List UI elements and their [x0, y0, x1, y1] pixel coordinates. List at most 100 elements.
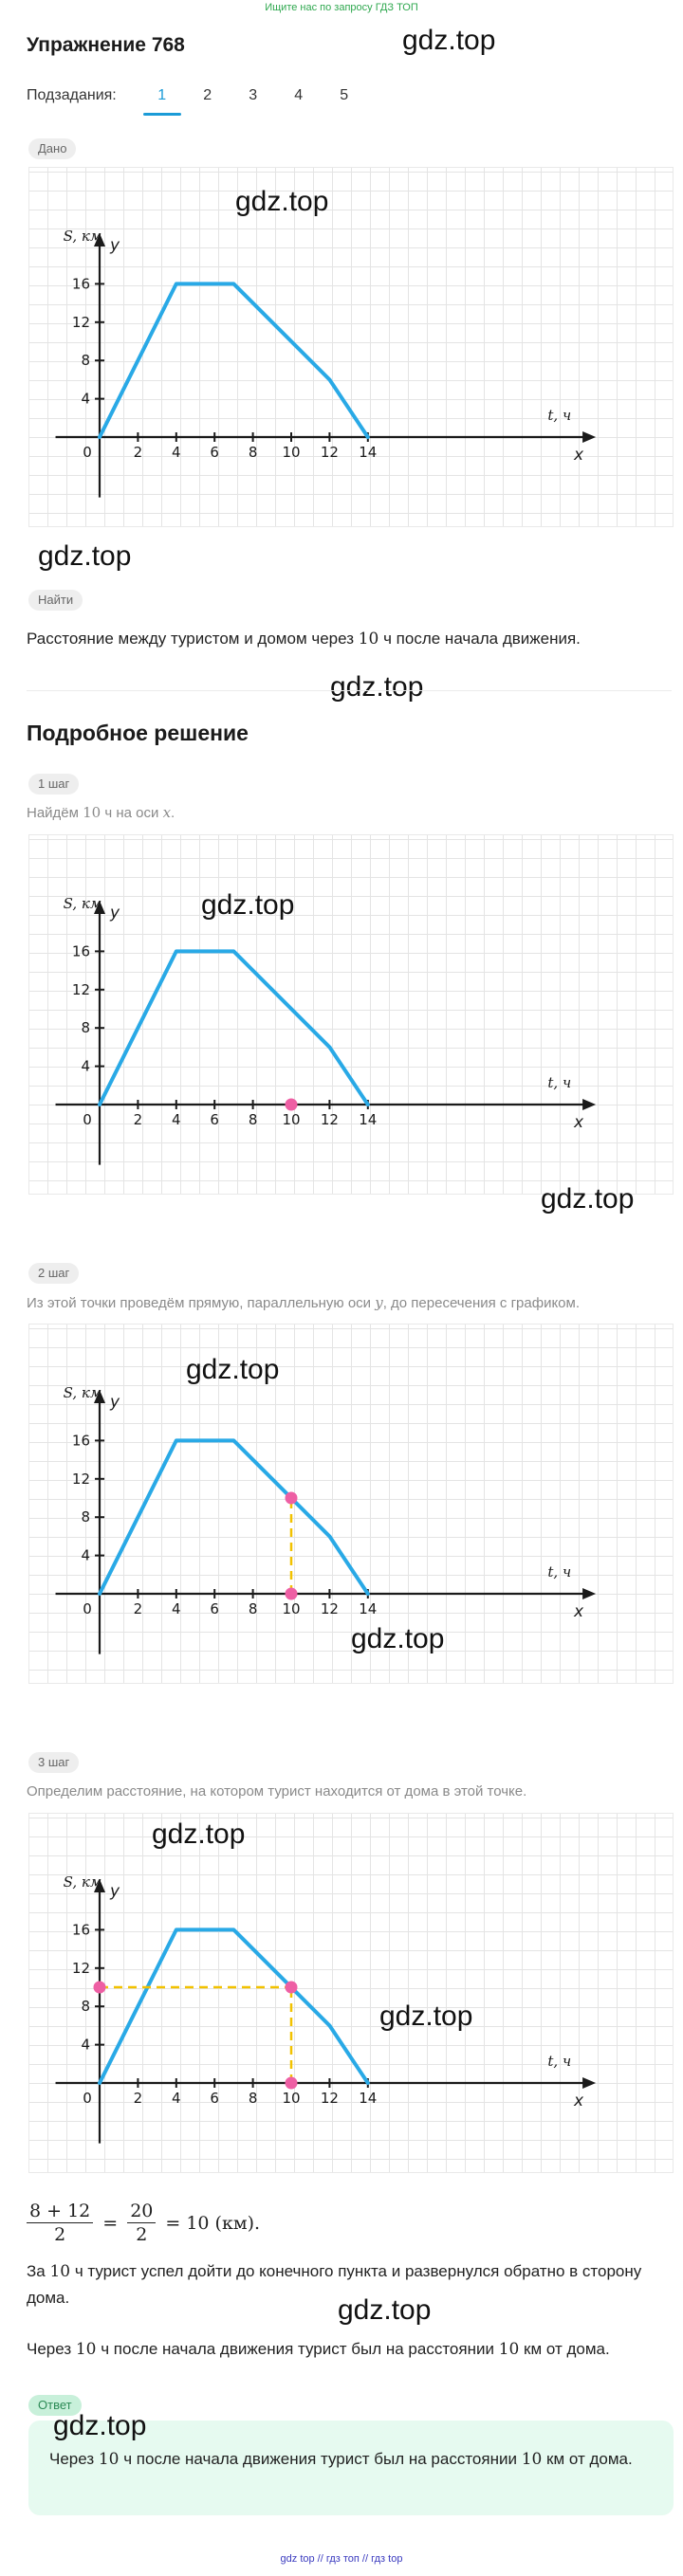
- y-axis-arrow: [94, 900, 105, 914]
- y-tick-label: 8: [81, 1508, 90, 1526]
- graph-step2: 0 2 4 6 8 10 12 14 4 8 12 16 x y t, ч S, км: [28, 1324, 674, 1684]
- x-axis-arrow: [582, 431, 597, 443]
- watermark: gdz.top: [338, 2294, 432, 2326]
- y-tick-label: 16: [72, 275, 90, 292]
- fraction-left: 8 + 12 2: [27, 2200, 94, 2246]
- y-unit-label: S, км: [64, 228, 102, 245]
- y-axis-arrow: [94, 232, 105, 247]
- x-tick-label: 12: [321, 444, 339, 461]
- answer-chip: Ответ: [28, 2395, 82, 2416]
- y-tick-label: 12: [72, 1471, 90, 1488]
- x-tick-label: 6: [210, 2090, 219, 2107]
- explain-text-2: Через 10 ч после начала движения турист …: [27, 2340, 610, 2359]
- fraction-denominator: 2: [136, 2224, 148, 2245]
- subtask-tab-1[interactable]: 1: [139, 83, 185, 116]
- y-axis-name: y: [109, 904, 120, 923]
- x-tick-label: 2: [134, 2090, 143, 2107]
- x-tick-label: 12: [321, 2090, 339, 2107]
- x-tick-label: 0: [83, 444, 92, 461]
- step1-chip: 1 шаг: [28, 774, 80, 795]
- x-unit-label: t, ч: [547, 1563, 571, 1580]
- x-tick-label: 14: [359, 1111, 377, 1128]
- y-tick-label: 4: [81, 1547, 90, 1564]
- find-text: Расстояние между туристом и домом через …: [27, 630, 581, 649]
- series-line: [98, 1927, 370, 2085]
- x-tick-label: 14: [359, 1600, 377, 1617]
- point-intersection: [285, 1491, 298, 1505]
- y-axis-arrow: [94, 1878, 105, 1892]
- x-unit-label: t, ч: [547, 407, 571, 424]
- point-x10: [285, 1587, 298, 1600]
- graph-frame: [28, 834, 674, 1195]
- y-unit-label: S, км: [64, 895, 102, 912]
- x-tick-label: 12: [321, 1600, 339, 1617]
- y-axis-arrow: [94, 1389, 105, 1403]
- watermark: gdz.top: [379, 2001, 473, 2032]
- top-banner[interactable]: Ищите нас по запросу ГДЗ ТОП: [265, 2, 418, 13]
- given-chip: Дано: [28, 138, 77, 159]
- y-axis-name: y: [109, 1393, 120, 1412]
- x-axis-name: x: [573, 2092, 584, 2110]
- watermark: gdz.top: [53, 2410, 147, 2441]
- divider: [27, 690, 672, 691]
- x-tick-label: 8: [249, 2090, 258, 2107]
- subtask-tab-4[interactable]: 4: [294, 87, 304, 103]
- watermark: gdz.top: [541, 1183, 635, 1215]
- y-unit-label: S, км: [64, 1873, 102, 1891]
- x-tick-label: 0: [83, 1111, 92, 1128]
- graph-frame: [28, 1813, 674, 2173]
- x-tick-label: 10: [282, 2090, 300, 2107]
- series-line: [98, 949, 370, 1106]
- x-tick-label: 14: [359, 2090, 377, 2107]
- y-tick-label: 4: [81, 1058, 90, 1075]
- x-axis-name: x: [573, 1602, 584, 1621]
- x-tick-label: 2: [134, 444, 143, 461]
- point-intersection: [285, 1981, 298, 1994]
- explain-text-1: За 10 ч турист успел дойти до конечного …: [27, 2262, 642, 2307]
- step3-chip: 3 шаг: [28, 1752, 80, 1773]
- watermark: gdz.top: [38, 540, 132, 572]
- point-y10: [93, 1981, 106, 1994]
- subtask-tabs: Подзадания: 1 2 3 4 5: [27, 83, 367, 116]
- subtasks-label: Подзадания:: [27, 87, 117, 103]
- y-axis-name: y: [109, 1882, 120, 1901]
- watermark: gdz.top: [351, 1623, 445, 1654]
- y-unit-label: S, км: [64, 1384, 102, 1401]
- watermark: gdz.top: [152, 1818, 246, 1850]
- watermark: gdz.top: [186, 1354, 280, 1385]
- x-tick-label: 4: [172, 1600, 181, 1617]
- x-tick-label: 10: [282, 444, 300, 461]
- watermark: gdz.top: [402, 25, 496, 56]
- series-line: [98, 282, 370, 439]
- y-tick-label: 12: [72, 981, 90, 998]
- x-tick-label: 4: [172, 444, 181, 461]
- y-tick-label: 16: [72, 1921, 90, 1938]
- watermark: gdz.top: [201, 889, 295, 921]
- subtask-tab-5[interactable]: 5: [340, 87, 349, 103]
- x-tick-label: 0: [83, 2090, 92, 2107]
- y-tick-label: 8: [81, 1998, 90, 2015]
- footer-links[interactable]: gdz top // гдз топ // гдз top: [280, 2553, 403, 2565]
- find-chip: Найти: [28, 590, 83, 611]
- x-tick-label: 4: [172, 1111, 181, 1128]
- graph-frame: [28, 167, 674, 527]
- y-tick-label: 8: [81, 352, 90, 369]
- series-line: [98, 1438, 370, 1596]
- answer-text: Через 10 ч после начала движения турист …: [49, 2450, 633, 2469]
- x-tick-label: 0: [83, 1600, 92, 1617]
- step2-text: Из этой точки проведём прямую, параллель…: [27, 1294, 581, 1311]
- x-tick-label: 6: [210, 1111, 219, 1128]
- answer-box: [28, 2421, 674, 2515]
- x-tick-label: 6: [210, 444, 219, 461]
- watermark: gdz.top: [330, 671, 424, 703]
- x-unit-label: t, ч: [547, 1074, 571, 1091]
- x-tick-label: 8: [249, 1111, 258, 1128]
- x-tick-label: 8: [249, 1600, 258, 1617]
- x-tick-label: 6: [210, 1600, 219, 1617]
- fraction-right: 20 2: [127, 2200, 157, 2246]
- x-axis-arrow: [582, 1588, 597, 1599]
- subtask-tab-2[interactable]: 2: [203, 87, 212, 103]
- subtask-tab-3[interactable]: 3: [249, 87, 258, 103]
- y-tick-label: 4: [81, 2037, 90, 2054]
- solution-title: Подробное решение: [27, 721, 249, 745]
